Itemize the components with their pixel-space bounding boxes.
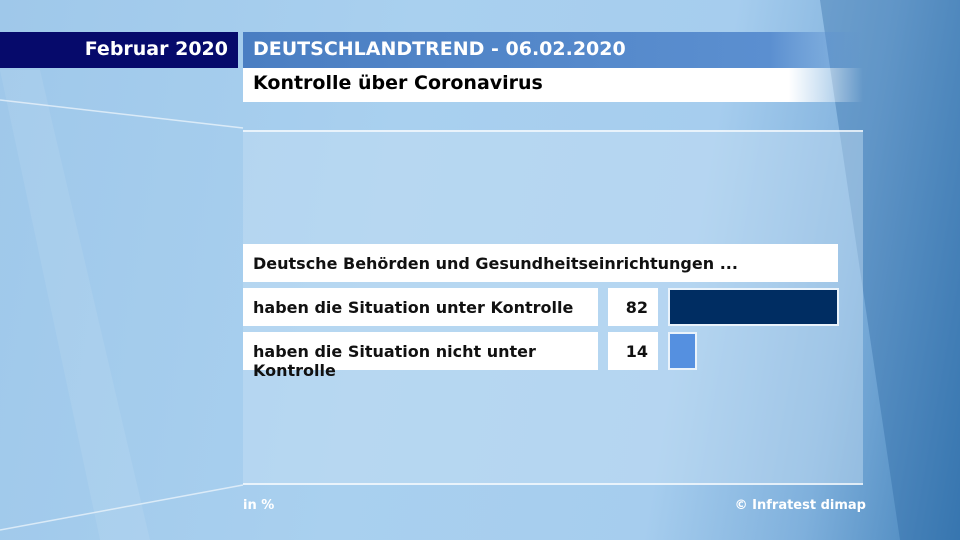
page-title: DEUTSCHLANDTREND - 06.02.2020: [243, 32, 863, 68]
category-label: haben die Situation unter Kontrolle: [243, 288, 598, 326]
unit-note: in %: [243, 498, 275, 513]
date-label: Februar 2020: [0, 32, 238, 68]
bar-nicht-unter-kontrolle: [668, 332, 698, 370]
question-label: Deutsche Behörden und Gesundheitseinrich…: [243, 244, 838, 282]
data-label: 14: [608, 332, 658, 370]
data-label: 82: [608, 288, 658, 326]
bar-unter-kontrolle: [668, 288, 839, 326]
source-credit: © Infratest dimap: [734, 498, 866, 513]
category-label: haben die Situation nicht unter Kontroll…: [243, 332, 598, 380]
page-subtitle: Kontrolle über Coronavirus: [243, 68, 863, 102]
